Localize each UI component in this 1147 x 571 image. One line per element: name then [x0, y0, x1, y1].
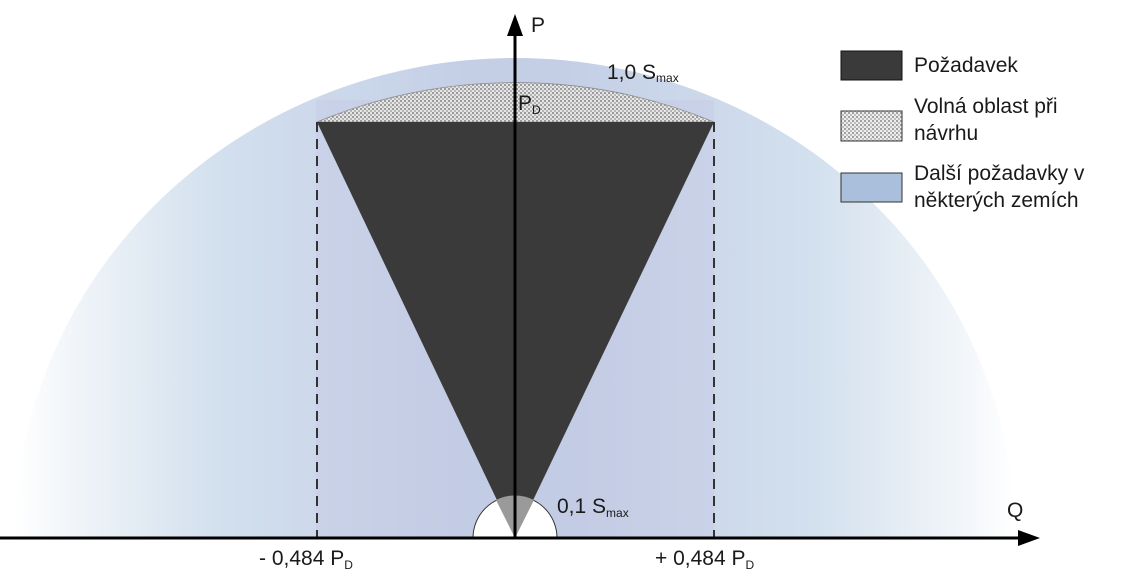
legend-swatch-requirement [840, 50, 903, 81]
pd-label: PD [518, 92, 541, 117]
p-axis-arrow [507, 14, 523, 36]
legend-swatch-free-area [840, 110, 903, 142]
right-limit-label: + 0,484 PD [655, 547, 755, 571]
q-axis-label: Q [1007, 499, 1023, 522]
q-axis-arrow [1018, 530, 1040, 546]
legend-label-free-area-line1: Volná oblast při [914, 95, 1058, 118]
legend-label-other-line1: Další požadavky v [914, 162, 1085, 185]
legend-label-other-line2: některých zemích [914, 189, 1079, 212]
left-limit-label: - 0,484 PD [259, 547, 353, 571]
small-arc-label: 0,1 Smax [557, 495, 629, 520]
top-arc-label: 1,0 Smax [607, 61, 679, 85]
legend-label-requirement: Požadavek [914, 54, 1018, 77]
p-axis-label: P [531, 14, 545, 37]
legend-label-free-area-line2: návrhu [914, 122, 978, 145]
legend: Požadavek Volná oblast při návrhu Další … [840, 50, 1085, 212]
legend-swatch-other-requirements [840, 172, 903, 203]
